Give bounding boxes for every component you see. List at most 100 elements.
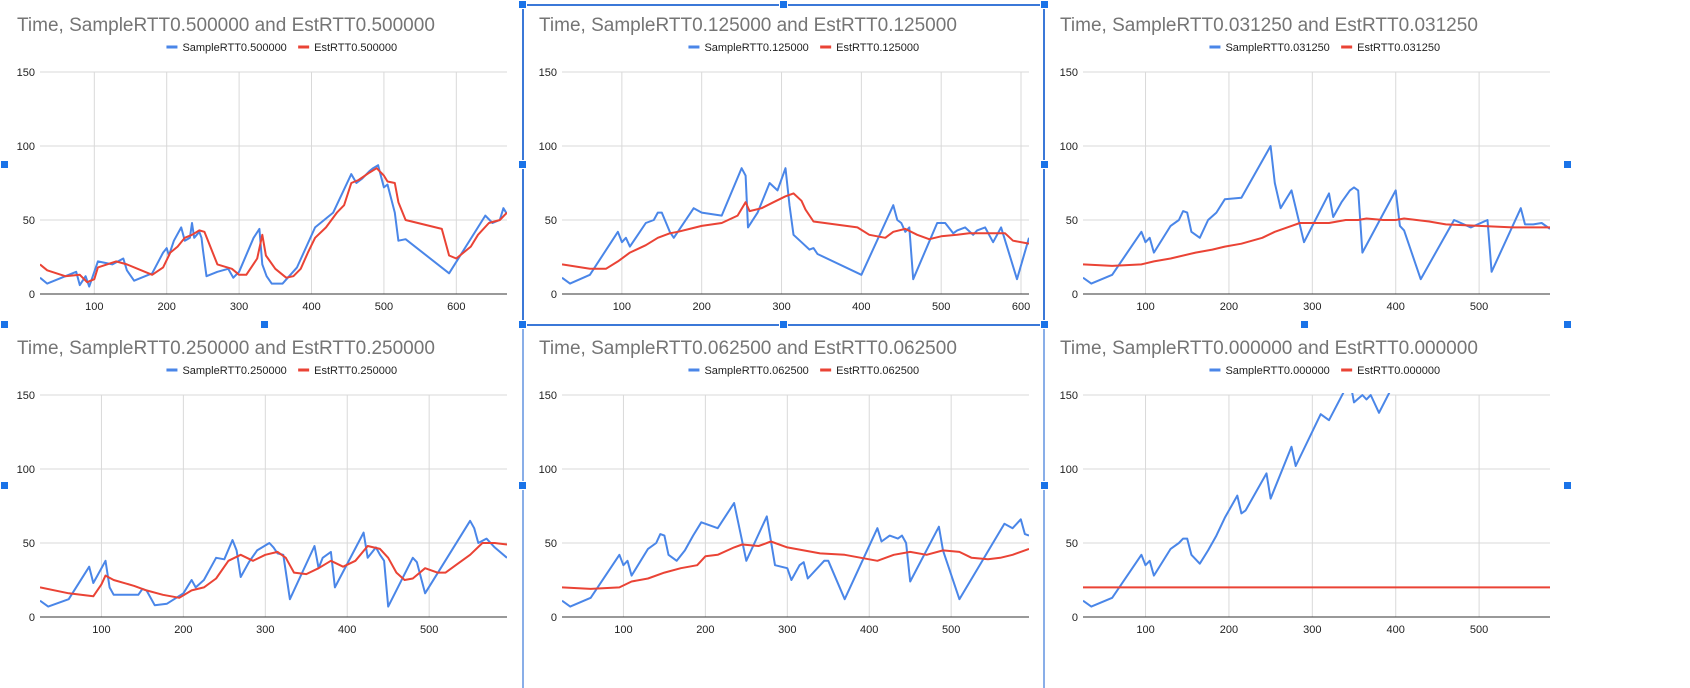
x-tick-label: 400: [852, 301, 870, 313]
y-tick-label: 150: [17, 390, 35, 402]
legend-label-2: EstRTT0.062500: [836, 365, 919, 377]
chart-svg-3: Time, SampleRTT0.031250 and EstRTT0.0312…: [1060, 15, 1550, 313]
y-tick-label: 100: [539, 141, 557, 153]
series-line-est: [40, 542, 507, 599]
x-tick-label: 600: [447, 301, 465, 313]
x-tick-label: 500: [420, 624, 438, 636]
x-tick-label: 100: [1136, 624, 1154, 636]
resize-handle[interactable]: [518, 0, 527, 9]
x-tick-label: 200: [174, 624, 192, 636]
chart-panel-1[interactable]: Time, SampleRTT0.500000 and EstRTT0.5000…: [2, 2, 565, 346]
x-tick-label: 200: [696, 624, 714, 636]
resize-handle[interactable]: [0, 160, 9, 169]
chart-svg-6: Time, SampleRTT0.000000 and EstRTT0.0000…: [1060, 338, 1550, 636]
chart-title: Time, SampleRTT0.125000 and EstRTT0.1250…: [539, 15, 957, 36]
legend-label-2: EstRTT0.000000: [1357, 365, 1440, 377]
resize-handle[interactable]: [1563, 160, 1572, 169]
resize-handle[interactable]: [0, 320, 9, 329]
series-line-sample: [40, 164, 507, 288]
legend-label-2: EstRTT0.125000: [836, 42, 919, 54]
chart-title: Time, SampleRTT0.250000 and EstRTT0.2500…: [17, 338, 435, 359]
series-group: [1083, 145, 1550, 285]
legend-label-1: SampleRTT0.062500: [704, 365, 808, 377]
resize-handle[interactable]: [518, 160, 527, 169]
resize-handle[interactable]: [1040, 160, 1049, 169]
legend-label-1: SampleRTT0.500000: [182, 42, 286, 54]
x-tick-label: 100: [614, 624, 632, 636]
x-tick-label: 500: [375, 301, 393, 313]
legend-label-1: SampleRTT0.250000: [182, 365, 286, 377]
resize-handle[interactable]: [1040, 481, 1049, 490]
series-line-est: [562, 192, 1029, 270]
series-line-sample: [1083, 145, 1550, 285]
y-tick-label: 0: [1072, 612, 1078, 624]
y-tick-label: 150: [17, 67, 35, 79]
resize-handle[interactable]: [518, 481, 527, 490]
y-tick-label: 50: [545, 538, 557, 550]
y-tick-label: 0: [551, 289, 557, 301]
x-tick-label: 100: [92, 624, 110, 636]
chart-title: Time, SampleRTT0.031250 and EstRTT0.0312…: [1060, 15, 1478, 36]
series-group: [40, 164, 507, 288]
chart-panel-4[interactable]: Time, SampleRTT0.250000 and EstRTT0.2500…: [2, 325, 565, 669]
y-tick-label: 0: [551, 612, 557, 624]
x-tick-label: 300: [778, 624, 796, 636]
y-tick-label: 0: [29, 289, 35, 301]
x-tick-label: 100: [1136, 301, 1154, 313]
x-tick-label: 400: [1387, 624, 1405, 636]
resize-handle[interactable]: [0, 481, 9, 490]
x-tick-label: 500: [942, 624, 960, 636]
y-tick-label: 0: [29, 612, 35, 624]
y-tick-label: 50: [1066, 215, 1078, 227]
series-line-sample: [562, 167, 1029, 285]
x-tick-label: 500: [1470, 301, 1488, 313]
chart-panel-2[interactable]: Time, SampleRTT0.125000 and EstRTT0.1250…: [524, 2, 1087, 346]
resize-handle[interactable]: [518, 320, 527, 329]
chart-svg-4: Time, SampleRTT0.250000 and EstRTT0.2500…: [17, 338, 507, 636]
series-line-est: [40, 167, 507, 284]
legend-label-2: EstRTT0.031250: [1357, 42, 1440, 54]
x-tick-label: 300: [256, 624, 274, 636]
x-tick-label: 500: [932, 301, 950, 313]
x-tick-label: 400: [860, 624, 878, 636]
legend-label-1: SampleRTT0.000000: [1225, 365, 1329, 377]
legend-label-2: EstRTT0.250000: [314, 365, 397, 377]
y-tick-label: 50: [1066, 538, 1078, 550]
x-tick-label: 200: [693, 301, 711, 313]
y-tick-label: 50: [23, 215, 35, 227]
resize-handle[interactable]: [1563, 320, 1572, 329]
chart-title: Time, SampleRTT0.000000 and EstRTT0.0000…: [1060, 338, 1478, 359]
series-line-sample: [40, 519, 507, 608]
chart-panel-3[interactable]: Time, SampleRTT0.031250 and EstRTT0.0312…: [1045, 2, 1608, 346]
series-group: [40, 519, 507, 608]
y-tick-label: 100: [539, 464, 557, 476]
x-tick-label: 200: [158, 301, 176, 313]
y-tick-label: 150: [539, 390, 557, 402]
resize-handle[interactable]: [779, 320, 788, 329]
resize-handle[interactable]: [779, 0, 788, 9]
series-group: [1083, 393, 1550, 608]
chart-title: Time, SampleRTT0.500000 and EstRTT0.5000…: [17, 15, 435, 36]
resize-handle[interactable]: [1563, 481, 1572, 490]
chart-panel-6[interactable]: Time, SampleRTT0.000000 and EstRTT0.0000…: [1045, 325, 1608, 669]
y-tick-label: 0: [1072, 289, 1078, 301]
y-tick-label: 50: [23, 538, 35, 550]
series-group: [562, 167, 1029, 285]
y-tick-label: 150: [1060, 390, 1078, 402]
resize-handle[interactable]: [1040, 0, 1049, 9]
x-tick-label: 400: [338, 624, 356, 636]
series-line-est: [562, 540, 1029, 590]
resize-handle[interactable]: [1040, 320, 1049, 329]
resize-handle[interactable]: [260, 320, 269, 329]
x-tick-label: 500: [1470, 624, 1488, 636]
x-tick-label: 200: [1220, 301, 1238, 313]
x-tick-label: 300: [1303, 624, 1321, 636]
x-tick-label: 100: [613, 301, 631, 313]
y-tick-label: 100: [17, 464, 35, 476]
series-line-sample: [562, 502, 1029, 608]
resize-handle[interactable]: [1300, 320, 1309, 329]
y-tick-label: 100: [17, 141, 35, 153]
series-line-est: [1083, 217, 1550, 267]
x-tick-label: 200: [1220, 624, 1238, 636]
chart-panel-5[interactable]: Time, SampleRTT0.062500 and EstRTT0.0625…: [524, 325, 1087, 669]
